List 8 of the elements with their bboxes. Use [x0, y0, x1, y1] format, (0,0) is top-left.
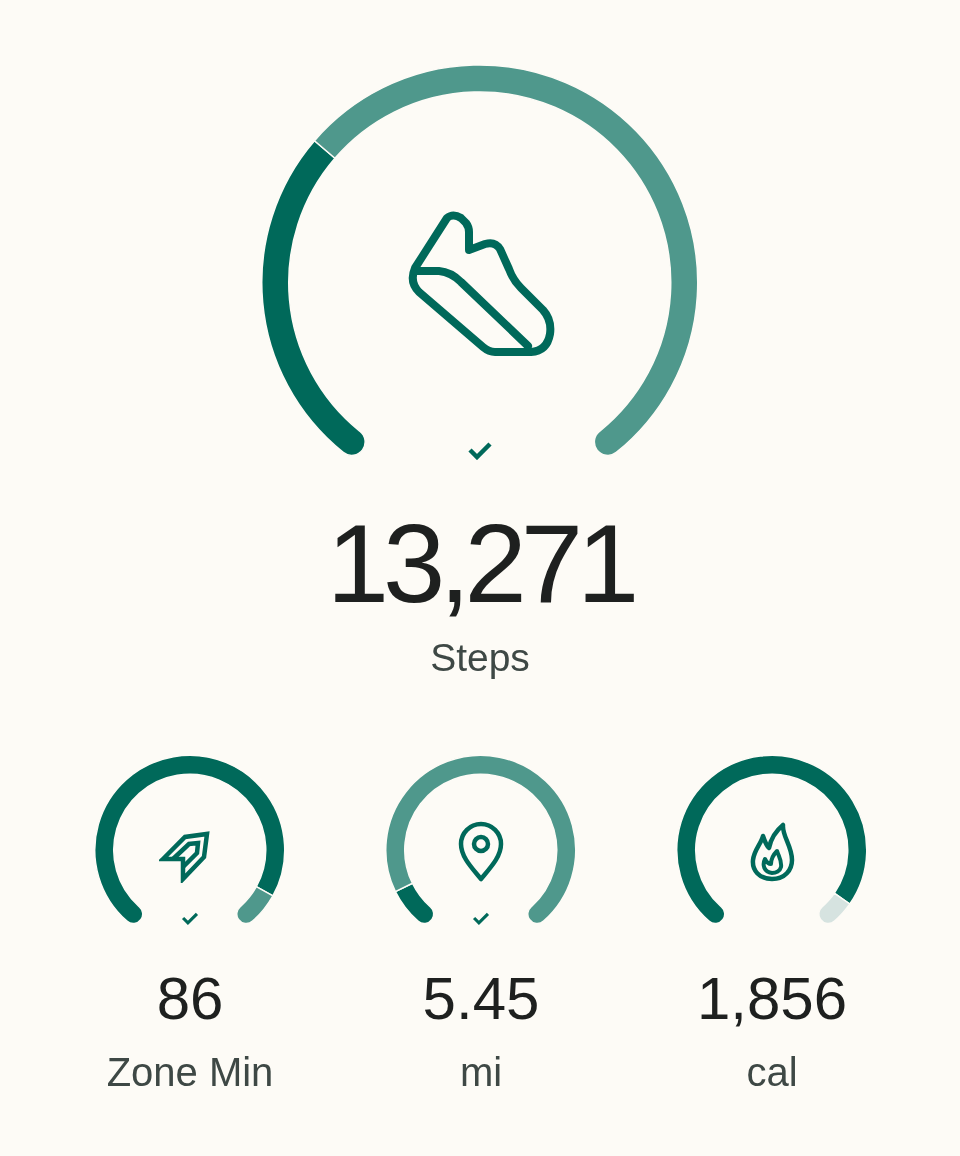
text: Steps: [430, 635, 530, 679]
text: cal: [746, 1050, 798, 1095]
text: 86: [156, 965, 224, 1033]
text: mi: [459, 1050, 503, 1095]
text: 1,856: [696, 965, 848, 1033]
text: 5.45: [422, 965, 540, 1033]
text: 13,271: [326, 501, 634, 627]
text: Zone Min: [106, 1050, 274, 1095]
